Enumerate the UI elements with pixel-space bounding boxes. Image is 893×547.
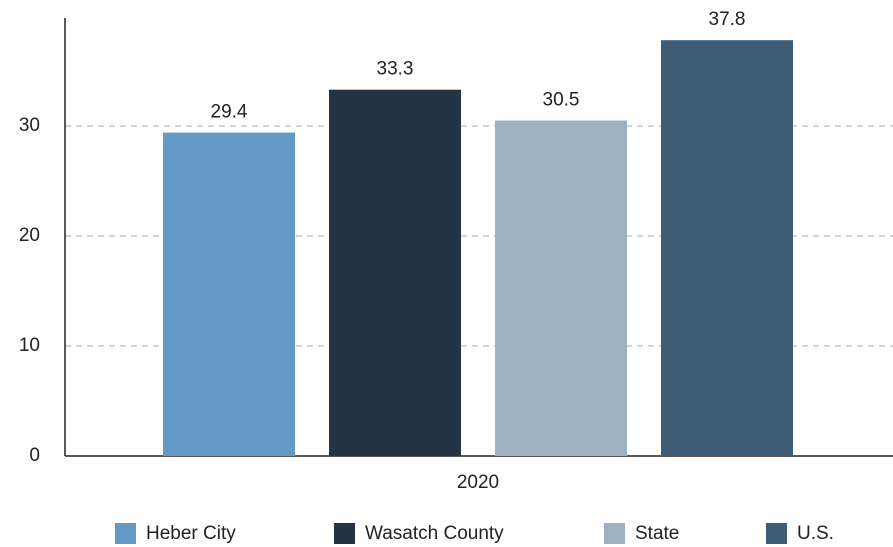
value-label: 37.8 (709, 9, 746, 30)
y-tick-label: 30 (19, 115, 40, 136)
legend-swatch (604, 523, 625, 544)
legend-label: U.S. (797, 523, 834, 544)
bar (661, 40, 793, 456)
legend-swatch (115, 523, 136, 544)
y-tick-label: 20 (19, 225, 40, 246)
y-tick-label: 10 (19, 335, 40, 356)
legend-label: State (635, 523, 679, 544)
value-label: 29.4 (211, 102, 248, 123)
bar (495, 120, 627, 456)
y-tick-label: 0 (29, 445, 40, 466)
x-tick-label: 2020 (457, 472, 499, 493)
value-label: 30.5 (543, 90, 580, 111)
value-label: 33.3 (377, 59, 414, 80)
bar (163, 132, 295, 456)
legend-swatch (334, 523, 355, 544)
legend-label: Heber City (146, 523, 236, 544)
legend-label: Wasatch County (365, 523, 504, 544)
bar (329, 89, 461, 456)
legend-swatch (766, 523, 787, 544)
